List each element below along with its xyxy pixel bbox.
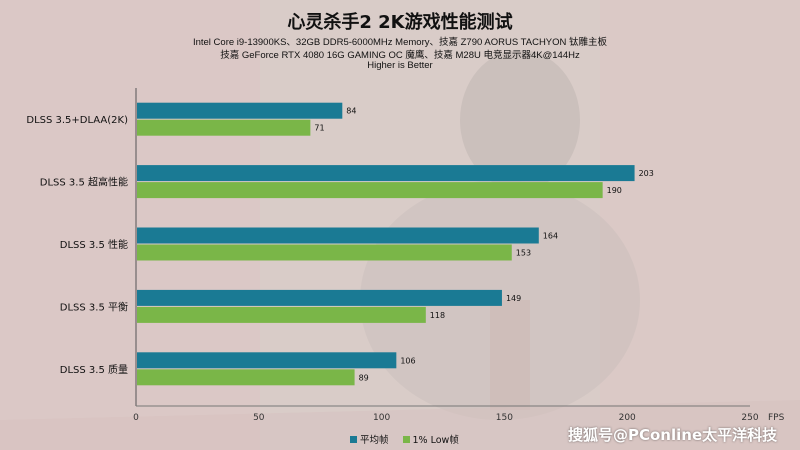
data-label-low: 71 [314,124,324,133]
bar-avg [137,227,539,244]
x-tick-label: 100 [373,413,390,423]
legend-swatch-avg [350,435,357,443]
legend: 平均帧 1% Low帧 [350,432,459,446]
x-tick-label: 150 [496,413,513,423]
legend-label-low: 1% Low帧 [412,435,459,446]
legend-label-avg: 平均帧 [360,435,389,446]
bar-avg [137,289,502,306]
watermark: 搜狐号@PConline太平洋科技 [568,426,778,444]
category-label: DLSS 3.5+DLAA(2K) [26,115,128,126]
bar-avg [137,165,635,182]
x-tick-label: 250 [741,413,758,423]
data-label-low: 89 [359,373,369,382]
bar-low [137,182,603,199]
bar-avg [137,352,397,369]
category-label: DLSS 3.5 平衡 [60,301,128,313]
subtitle-line-3: Higher is Better [367,60,433,71]
data-label-avg: 106 [400,356,415,365]
subtitle-line-2: 技嘉 GeForce RTX 4080 16G GAMING OC 魔鹰、技嘉 … [220,50,580,61]
legend-swatch-low [402,435,410,443]
data-label-avg: 203 [639,169,654,178]
subtitle-line-1: Intel Core i9-13900KS、32GB DDR5-6000MHz … [192,37,608,48]
category-label: DLSS 3.5 超高性能 [40,176,128,189]
x-tick-label: 50 [253,413,265,423]
legend-item-avg: 平均帧 [350,432,389,446]
category-label: DLSS 3.5 质量 [60,364,128,376]
legend-item-low: 1% Low帧 [402,432,459,446]
x-unit-label: FPS [768,413,785,423]
bar-low [137,306,426,323]
category-label: DLSS 3.5 性能 [60,238,128,251]
x-tick-label: 200 [619,413,636,423]
data-label-low: 118 [430,311,445,320]
bar-low [137,369,355,386]
data-label-avg: 84 [346,107,356,116]
data-label-low: 153 [516,249,531,258]
x-tick-label: 0 [133,413,139,423]
bar-low [137,244,512,261]
data-label-low: 190 [607,186,622,195]
bar-low [137,119,311,136]
data-label-avg: 149 [506,294,521,303]
chart-title: 心灵杀手2 2K游戏性能测试 [287,12,513,33]
data-label-avg: 164 [543,232,558,241]
bar-avg [137,102,343,119]
